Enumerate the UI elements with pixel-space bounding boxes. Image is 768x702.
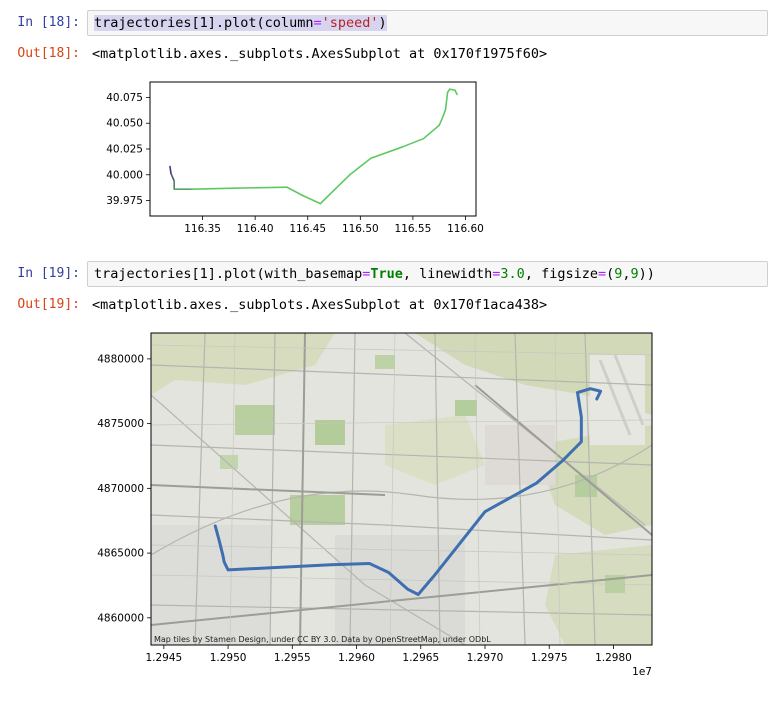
trajectory-segment bbox=[170, 172, 175, 182]
code-operator: = bbox=[492, 266, 501, 282]
input-prompt-18: In [18]: bbox=[17, 15, 80, 30]
output-prompt-18: Out[18]: bbox=[17, 46, 80, 61]
code-number: 3.0 bbox=[500, 266, 525, 282]
code-text: ( bbox=[606, 266, 615, 282]
code-text: , figsize bbox=[524, 266, 598, 282]
x-tick-label: 1.2960 bbox=[338, 652, 375, 664]
y-tick-label: 40.000 bbox=[106, 169, 143, 181]
output-prompt-19: Out[19]: bbox=[17, 297, 80, 312]
trajectory-segment bbox=[454, 89, 458, 96]
x-tick-label: 116.35 bbox=[184, 223, 221, 235]
code-text: ) bbox=[378, 15, 387, 31]
x-offset-label: 1e7 bbox=[632, 666, 652, 678]
trajectory-segment bbox=[422, 124, 440, 140]
y-tick-label: 4865000 bbox=[97, 548, 144, 560]
code-cell-18[interactable]: trajectories[1].plot(column='speed') bbox=[87, 10, 768, 36]
code-text: trajectories[1].plot(with_basemap bbox=[94, 266, 363, 282]
trajectory-segment bbox=[444, 91, 449, 111]
x-tick-label: 116.60 bbox=[447, 223, 484, 235]
x-tick-label: 1.2950 bbox=[210, 652, 247, 664]
basemap-tiles bbox=[151, 333, 652, 645]
trajectory-segment bbox=[349, 157, 372, 176]
trajectory-segment bbox=[370, 146, 404, 160]
y-tick-label: 40.075 bbox=[106, 92, 143, 104]
basemap-trajectory-plot: 1.2945 1.2950 1.2955 1.2960 1.2965 1.2970 1.29… bbox=[97, 332, 653, 678]
code-operator: = bbox=[313, 15, 322, 31]
code-text: )) bbox=[638, 266, 655, 282]
x-tick-label: 116.40 bbox=[237, 223, 274, 235]
y-tick-label: 4870000 bbox=[97, 483, 144, 495]
code-cell-19[interactable]: trajectories[1].plot(with_basemap=True, … bbox=[87, 261, 768, 287]
y-tick-label: 4880000 bbox=[97, 353, 144, 365]
y-tick-label: 39.975 bbox=[106, 195, 143, 207]
code-keyword: True bbox=[370, 266, 403, 282]
trajectory-segment bbox=[448, 88, 456, 92]
code-text: , bbox=[622, 266, 631, 282]
code-number: 9 bbox=[614, 266, 623, 282]
code-operator: = bbox=[362, 266, 371, 282]
trajectory-segment bbox=[191, 187, 235, 190]
x-tick-label: 116.45 bbox=[289, 223, 326, 235]
y-tick-label: 4875000 bbox=[97, 418, 144, 430]
output-text-18: <matplotlib.axes._subplots.AxesSubplot a… bbox=[92, 46, 548, 62]
map-attribution: Map tiles by Stamen Design, under CC BY … bbox=[154, 635, 491, 644]
trajectory-segment bbox=[319, 189, 335, 205]
x-tick-label: 1.2975 bbox=[531, 652, 568, 664]
plot-frame bbox=[149, 81, 477, 217]
x-tick-label: 116.55 bbox=[395, 223, 432, 235]
code-number: 9 bbox=[630, 266, 639, 282]
y-tick-label: 40.025 bbox=[106, 144, 143, 156]
y-tick-label: 40.050 bbox=[106, 118, 143, 130]
trajectory-segment bbox=[233, 186, 288, 189]
speed-trajectory-plot: 116.35 116.40 116.45 116.50 116.55 116.60 40.0… bbox=[106, 81, 484, 235]
trajectory-segment bbox=[401, 137, 425, 148]
trajectory-segment bbox=[333, 173, 351, 192]
output-text-19: <matplotlib.axes._subplots.AxesSubplot a… bbox=[92, 297, 548, 313]
trajectory-segment bbox=[438, 117, 444, 127]
input-prompt-19: In [19]: bbox=[17, 266, 80, 281]
trajectory-line bbox=[213, 387, 603, 597]
trajectory-segment bbox=[285, 186, 304, 197]
selected-code: trajectories[1].plot(column='speed') bbox=[94, 15, 387, 31]
trajectory-segment bbox=[441, 109, 447, 119]
x-tick-label: 1.2955 bbox=[274, 652, 311, 664]
trajectory-segment bbox=[169, 165, 172, 175]
plot-frame bbox=[150, 332, 653, 646]
x-tick-label: 1.2980 bbox=[595, 652, 632, 664]
x-tick-label: 116.50 bbox=[342, 223, 379, 235]
x-tick-label: 1.2965 bbox=[402, 652, 439, 664]
code-string: 'speed' bbox=[321, 15, 379, 31]
code-operator: = bbox=[597, 266, 607, 282]
x-tick-label: 1.2970 bbox=[467, 652, 504, 664]
x-tick-label: 1.2945 bbox=[145, 652, 182, 664]
y-tick-label: 4860000 bbox=[97, 612, 144, 624]
code-text: trajectories[1].plot(column bbox=[94, 15, 314, 31]
trajectory-segment bbox=[301, 194, 322, 205]
code-text: , linewidth bbox=[402, 266, 493, 282]
